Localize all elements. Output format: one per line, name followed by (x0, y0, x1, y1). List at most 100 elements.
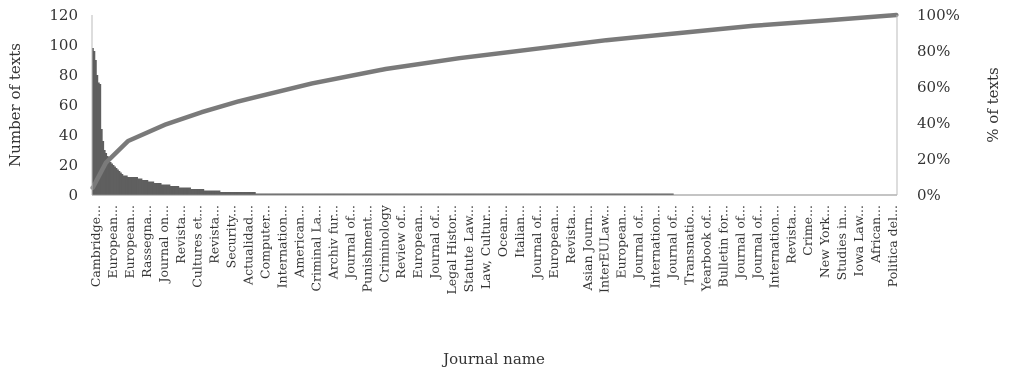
bar (181, 187, 184, 195)
bar (598, 193, 601, 195)
y-tick-label: 20 (59, 156, 78, 174)
bar (324, 193, 327, 195)
bar (378, 193, 381, 195)
bar (401, 193, 403, 195)
bar (423, 193, 425, 195)
bar (436, 193, 439, 195)
bar (593, 193, 596, 195)
y-tick-label: 100 (49, 36, 78, 54)
bar (236, 192, 239, 195)
bar (539, 193, 542, 195)
bar (314, 193, 317, 195)
bar (399, 193, 402, 195)
bar (172, 186, 175, 195)
bar (293, 193, 296, 195)
bar (374, 193, 377, 195)
bar (645, 193, 648, 195)
bar (607, 193, 609, 195)
bar (331, 193, 334, 195)
y2-tick-label: 80% (917, 42, 950, 60)
bar (534, 193, 537, 195)
bar (445, 193, 448, 195)
bar (364, 193, 367, 195)
bar (626, 193, 629, 195)
bar (507, 193, 509, 195)
category-label: Review of... (393, 205, 408, 279)
bar (355, 193, 358, 195)
bar (661, 193, 664, 195)
bar (505, 193, 508, 195)
bar (568, 193, 571, 195)
bars (92, 48, 674, 195)
bar (384, 193, 387, 195)
bar (396, 193, 399, 195)
bar (529, 193, 531, 195)
bar (483, 193, 486, 195)
left-axis-ticks: 0 20 40 60 80 100 120 (49, 6, 78, 204)
y-tick-label: 40 (59, 126, 78, 144)
bar (267, 193, 269, 195)
bar (299, 193, 302, 195)
bar (189, 187, 191, 195)
bar (195, 189, 197, 195)
bar (97, 82, 100, 195)
category-label: Internation... (766, 205, 781, 288)
bar (278, 193, 281, 195)
bar (119, 172, 122, 195)
bar (370, 193, 372, 195)
bar (627, 193, 630, 195)
cumulative-percent-line (90, 12, 899, 191)
bar (327, 193, 330, 195)
bar (670, 193, 673, 195)
bar (592, 193, 595, 195)
bar (486, 193, 489, 195)
bar (264, 193, 266, 195)
bar (642, 193, 645, 195)
bar (512, 193, 515, 195)
bar (261, 193, 264, 195)
bar (93, 51, 96, 195)
bar (614, 193, 617, 195)
bar (320, 193, 322, 195)
bar (577, 193, 580, 195)
category-label: American... (292, 205, 307, 279)
bar (167, 184, 169, 195)
bar (156, 183, 159, 195)
bar (211, 190, 214, 195)
bar (221, 192, 224, 195)
bar (296, 193, 299, 195)
bar (496, 193, 499, 195)
y-axis-title: Number of texts (6, 43, 24, 167)
bar (582, 193, 584, 195)
bar (352, 193, 355, 195)
y2-tick-label: 20% (917, 150, 950, 168)
bar (442, 193, 445, 195)
category-label: Crime... (800, 205, 815, 256)
category-label: Journal of... (427, 205, 442, 281)
bar (365, 193, 368, 195)
bar (134, 177, 137, 195)
bar (215, 190, 218, 195)
bar (96, 75, 99, 195)
category-label: European... (122, 205, 137, 279)
bar (234, 192, 237, 195)
bar (178, 187, 181, 195)
bar (144, 180, 147, 195)
category-label: Cambridge... (88, 205, 103, 287)
bar (192, 189, 194, 195)
bar (514, 193, 517, 195)
bar (490, 193, 493, 195)
bar (133, 177, 136, 195)
bar (570, 193, 573, 195)
category-label: European... (105, 205, 120, 279)
bar (508, 193, 511, 195)
bar (651, 193, 654, 195)
bar (621, 193, 624, 195)
bar (649, 193, 652, 195)
bar (571, 193, 574, 195)
bar (346, 193, 349, 195)
bar (470, 193, 473, 195)
bar (227, 192, 230, 195)
category-label: Yearbook of... (699, 205, 714, 292)
bar (646, 193, 649, 195)
